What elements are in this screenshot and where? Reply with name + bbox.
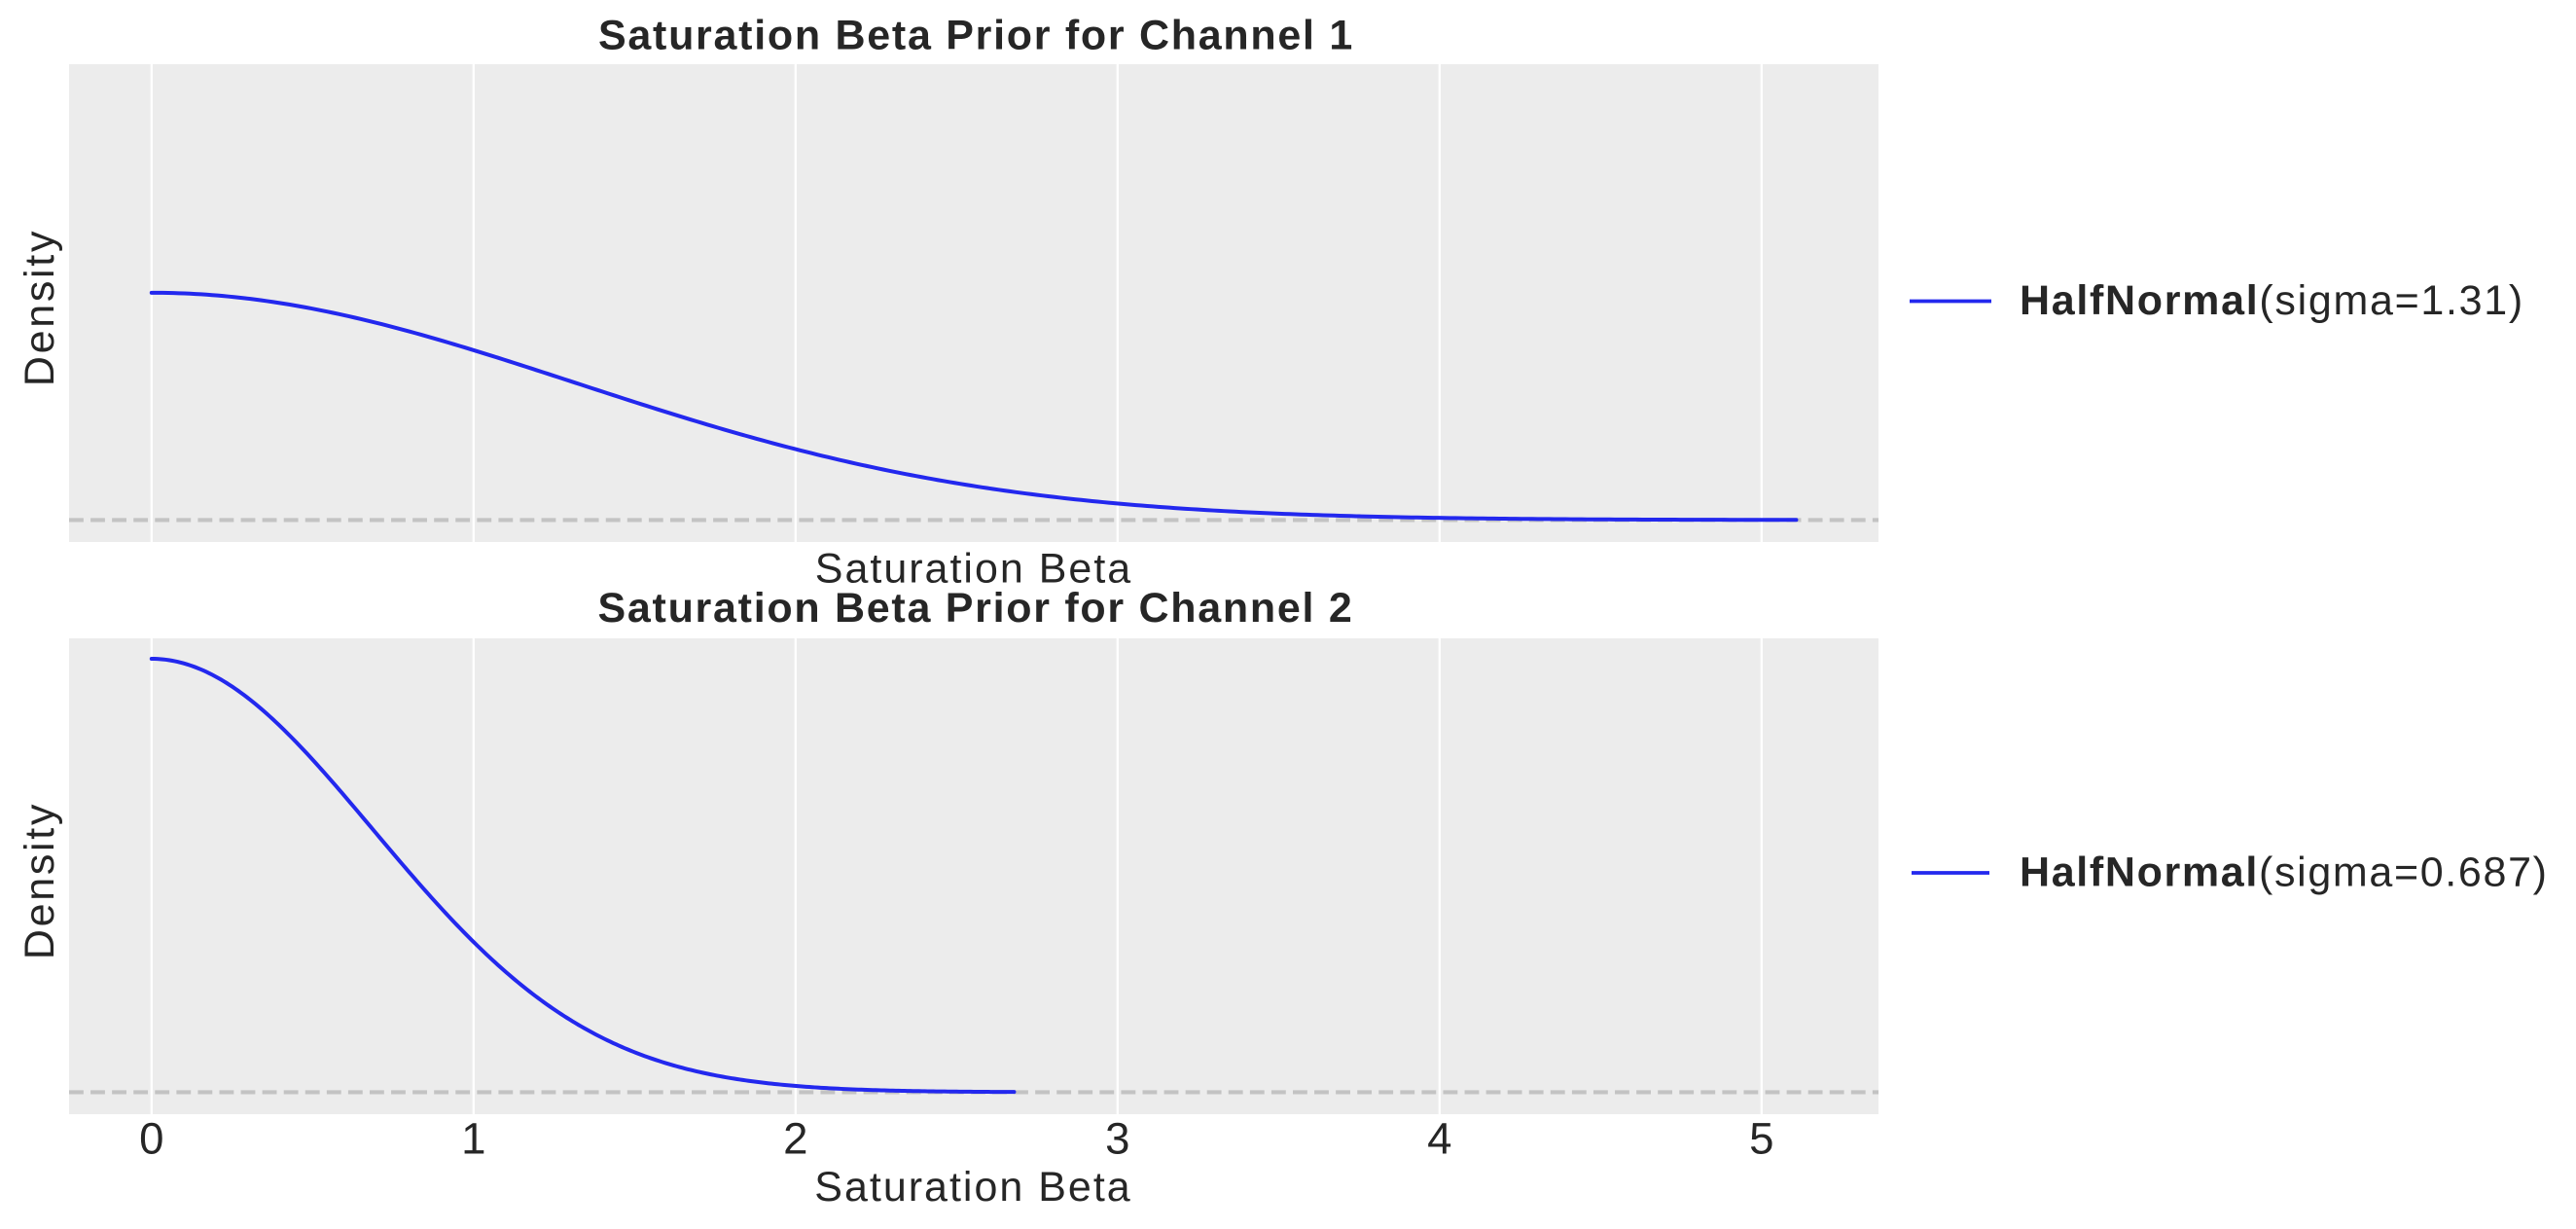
svg-text:Density: Density bbox=[17, 802, 63, 959]
svg-text:3: 3 bbox=[1105, 1114, 1129, 1164]
svg-text:Density: Density bbox=[17, 229, 63, 386]
svg-text:Saturation Beta: Saturation Beta bbox=[815, 546, 1132, 593]
svg-text:1: 1 bbox=[461, 1114, 485, 1164]
svg-text:2: 2 bbox=[783, 1114, 807, 1164]
svg-text:Saturation Beta Prior for Chan: Saturation Beta Prior for Channel 2 bbox=[598, 585, 1354, 632]
svg-text:5: 5 bbox=[1749, 1114, 1773, 1164]
svg-text:Saturation Beta: Saturation Beta bbox=[814, 1164, 1131, 1211]
svg-text:0: 0 bbox=[139, 1114, 163, 1164]
svg-text:4: 4 bbox=[1427, 1114, 1451, 1164]
svg-text:Saturation Beta Prior for Chan: Saturation Beta Prior for Channel 1 bbox=[598, 13, 1354, 59]
svg-text:HalfNormal(sigma=1.31): HalfNormal(sigma=1.31) bbox=[2020, 277, 2524, 324]
svg-text:HalfNormal(sigma=0.687): HalfNormal(sigma=0.687) bbox=[2020, 849, 2549, 896]
